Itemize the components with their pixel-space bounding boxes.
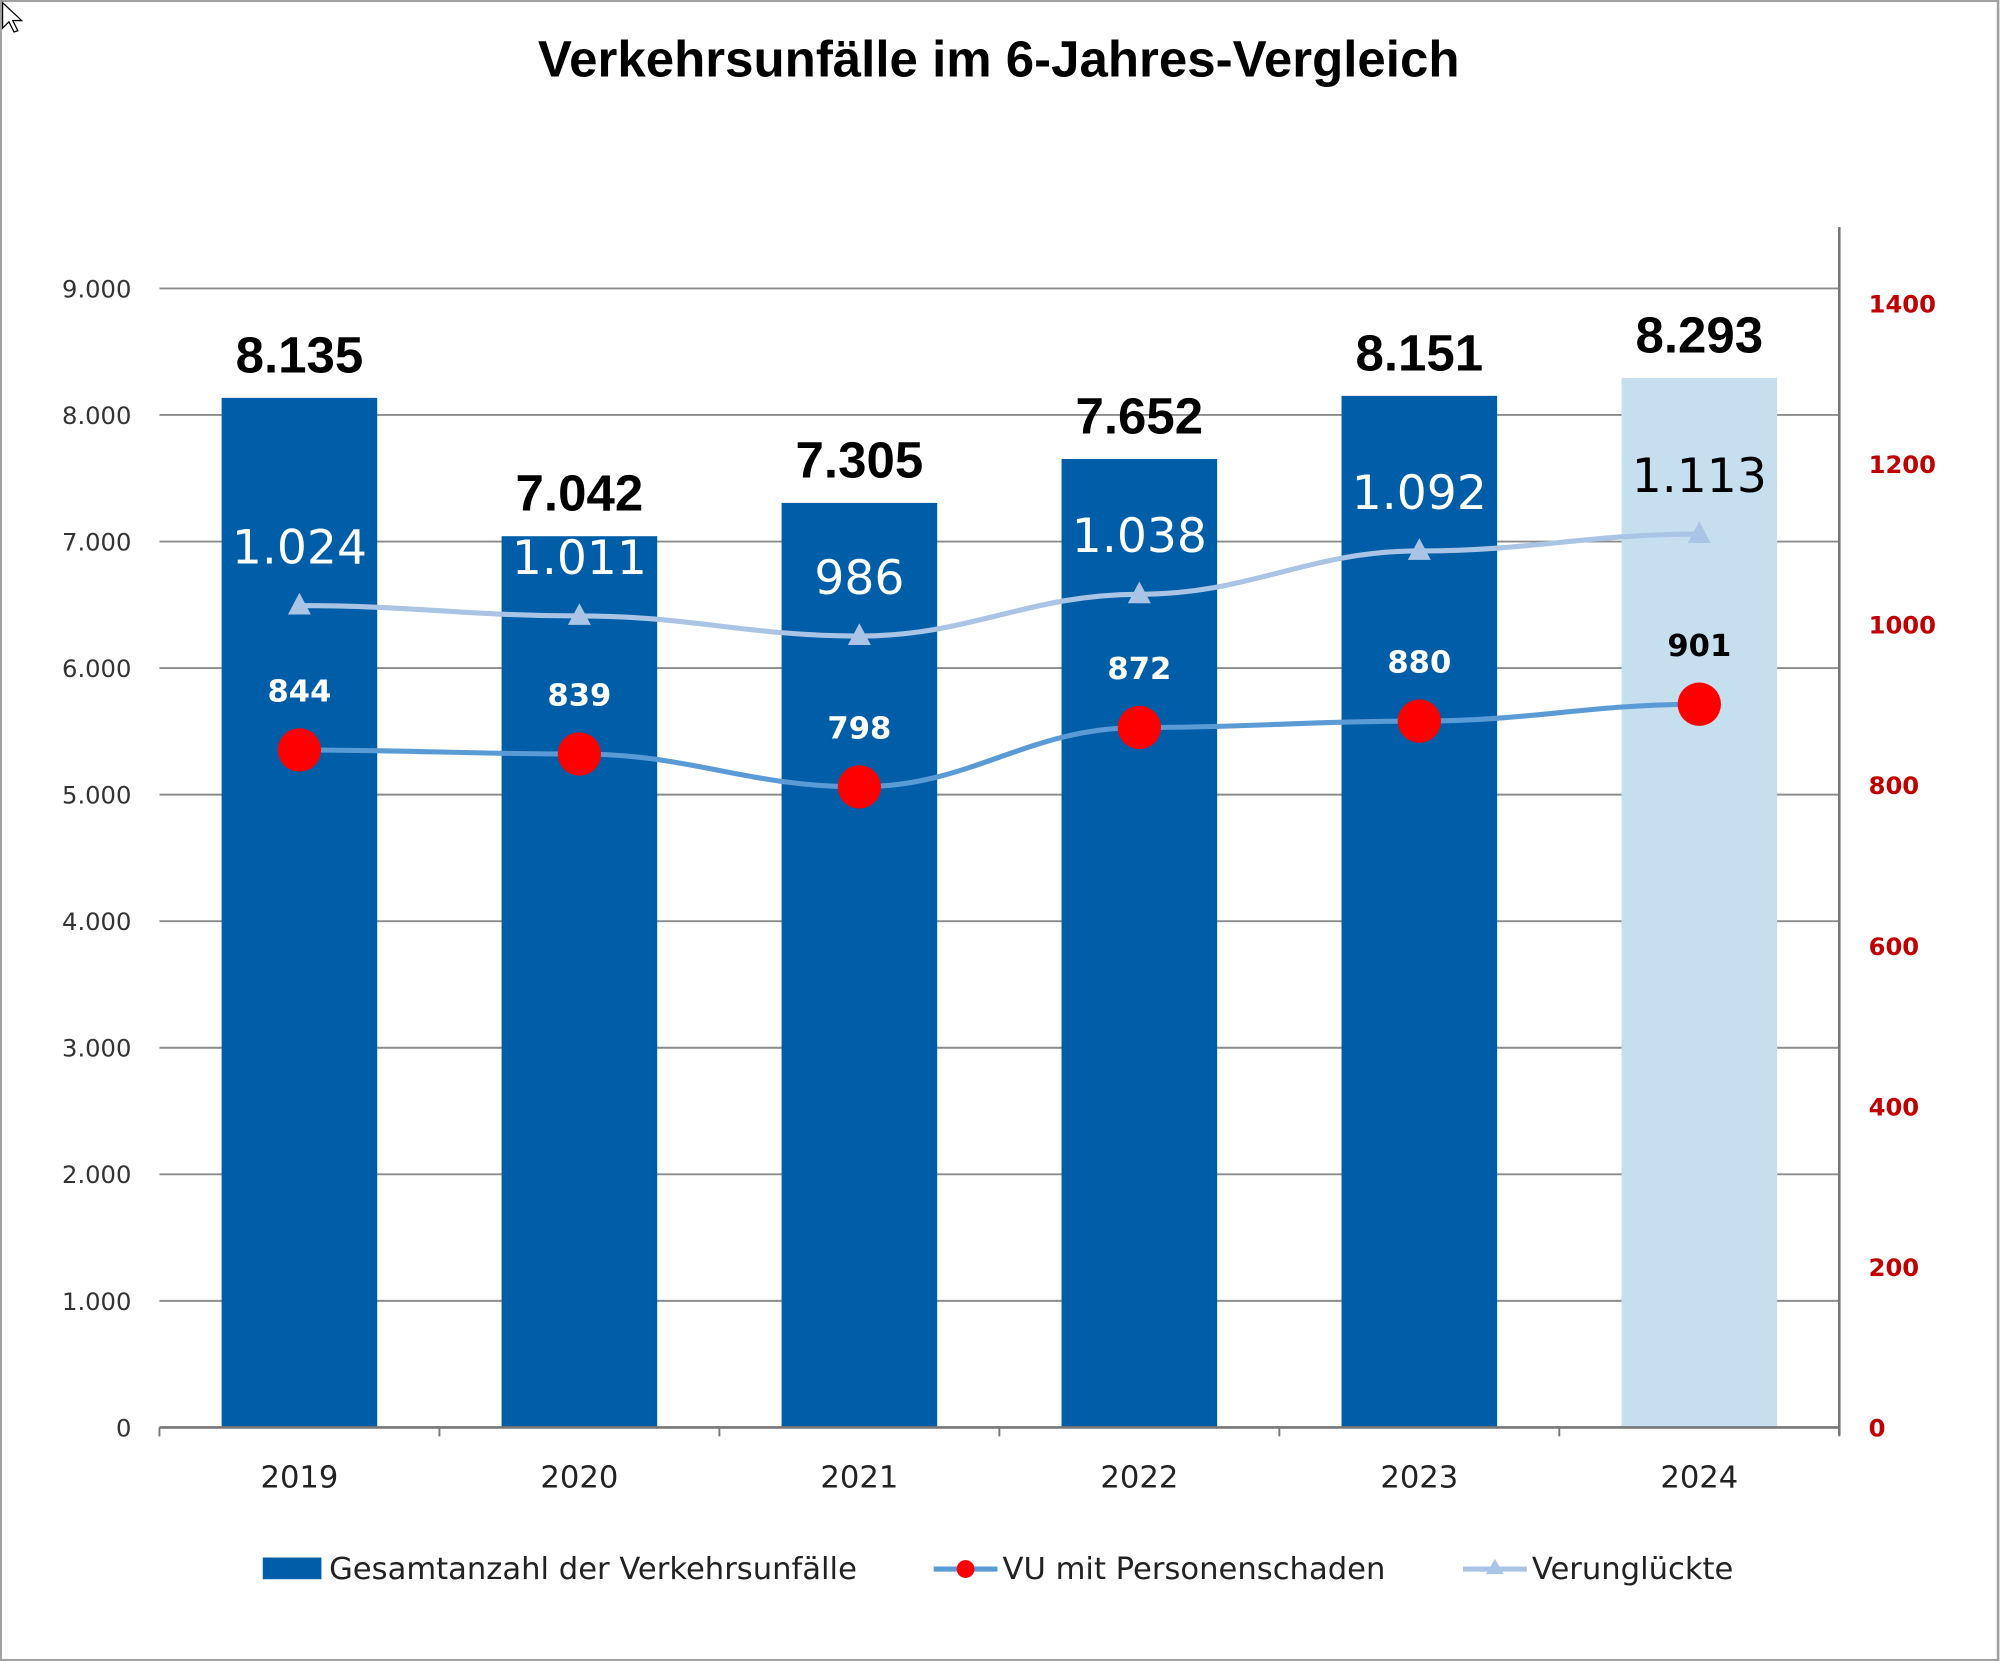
verunglueckte-marker-triangle-icon <box>1407 538 1431 560</box>
y-left-tick-label: 8.000 <box>62 402 131 430</box>
verunglueckte-value-label: 1.113 <box>1632 449 1767 504</box>
bar <box>1621 377 1778 1428</box>
vu-value-label: 872 <box>1107 652 1171 687</box>
verunglueckte-value-label: 1.011 <box>512 531 647 586</box>
verunglueckte-line <box>299 531 1700 639</box>
bar-value-label: 7.305 <box>796 431 924 488</box>
legend-swatch-vu-marker <box>956 1560 975 1578</box>
verunglueckte-marker-triangle-icon <box>1687 521 1711 544</box>
y-left-tick-label: 1.000 <box>62 1288 131 1316</box>
bars <box>221 377 1778 1428</box>
bar-value-label: 8.135 <box>236 326 364 383</box>
legend-label-bars: Gesamtanzahl der Verkehrsunfälle <box>329 1552 857 1587</box>
chart-title: Verkehrsunfälle im 6-Jahres-Vergleich <box>538 31 1460 88</box>
verunglueckte-value-label: 1.038 <box>1072 509 1207 564</box>
x-tick-label: 2021 <box>820 1460 898 1495</box>
y-right-tick-label: 200 <box>1869 1254 1920 1282</box>
y-left-tick-label: 3.000 <box>62 1035 131 1063</box>
vu-marker <box>1397 699 1442 743</box>
vu-marker <box>837 765 882 809</box>
bar-value-label: 8.151 <box>1355 324 1483 381</box>
y-left-tick-label: 4.000 <box>62 908 131 936</box>
y-left-tick-label: 0 <box>116 1414 131 1442</box>
vu-marker <box>557 732 602 776</box>
x-tick-label: 2020 <box>540 1460 618 1495</box>
x-tick-label: 2019 <box>260 1460 338 1495</box>
mouse-cursor-icon <box>1 1 24 33</box>
x-tick-label: 2024 <box>1660 1460 1738 1495</box>
legend: Gesamtanzahl der Verkehrsunfälle VU mit … <box>262 1552 1734 1587</box>
verunglueckte-marker-triangle-icon <box>287 592 311 615</box>
vu-marker <box>1677 682 1721 726</box>
vu-value-label: 798 <box>827 711 891 746</box>
verunglueckte-value-label: 1.024 <box>232 520 367 575</box>
vu-line <box>299 701 1700 790</box>
y-left-tick-label: 7.000 <box>62 528 131 556</box>
vu-value-label: 844 <box>267 675 331 710</box>
bar <box>501 536 658 1428</box>
axes: 0 1.000 2.000 3.000 4.000 5.000 6.000 7.000 8.00… <box>62 227 1936 1495</box>
bar <box>781 502 938 1428</box>
lines <box>277 521 1721 809</box>
bar <box>221 397 378 1428</box>
y-right-tick-label: 0 <box>1869 1414 1886 1442</box>
bar-value-label: 7.652 <box>1076 387 1204 444</box>
verunglueckte-marker-triangle-icon <box>567 603 591 625</box>
x-tick-label: 2022 <box>1100 1460 1178 1495</box>
vu-value-label: 880 <box>1387 646 1451 681</box>
x-tick-label: 2023 <box>1380 1460 1458 1495</box>
vu-marker <box>277 728 322 772</box>
data-labels: 8.135 7.042 7.305 7.652 8.151 8.293 1.024 1.011… <box>232 306 1767 746</box>
bar <box>1341 395 1498 1428</box>
verunglueckte-value-label: 986 <box>814 551 904 606</box>
y-right-tick-label: 1200 <box>1869 451 1936 479</box>
y-right-tick-label: 800 <box>1869 772 1920 800</box>
bar-value-label: 8.293 <box>1635 306 1763 363</box>
vu-marker <box>1117 705 1162 750</box>
legend-swatch-bars <box>262 1557 322 1580</box>
bar <box>1061 459 1218 1428</box>
legend-swatch-triangle-icon <box>1485 1558 1504 1575</box>
y-left-tick-label: 2.000 <box>62 1161 131 1189</box>
legend-label-verunglueckte: Verunglückte <box>1532 1552 1734 1587</box>
vu-value-label: 901 <box>1667 629 1731 664</box>
verunglueckte-marker-triangle-icon <box>847 623 871 645</box>
y-right-tick-label: 1000 <box>1869 612 1936 640</box>
y-left-tick-label: 6.000 <box>62 655 131 683</box>
y-right-tick-label: 400 <box>1869 1093 1920 1121</box>
verunglueckte-marker-triangle-icon <box>1127 581 1151 604</box>
legend-label-vu: VU mit Personenschaden <box>1003 1552 1386 1587</box>
vu-value-label: 839 <box>547 679 611 714</box>
bar-value-label: 7.042 <box>516 465 644 522</box>
y-right-tick-label: 600 <box>1869 933 1920 961</box>
verunglueckte-value-label: 1.092 <box>1352 466 1487 521</box>
y-left-tick-label: 9.000 <box>62 275 131 303</box>
y-left-tick-label: 5.000 <box>62 782 131 810</box>
y-right-tick-label: 1400 <box>1869 291 1936 319</box>
